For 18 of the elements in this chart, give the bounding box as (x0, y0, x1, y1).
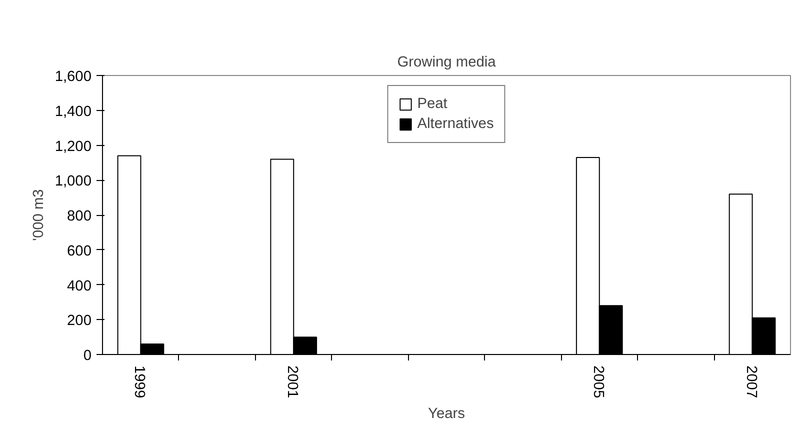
chart-title: Growing media (397, 54, 497, 70)
x-tick-label: 2001 (284, 366, 300, 398)
x-tick-label: 1999 (131, 366, 148, 398)
y-tick-label: 1,200 (54, 138, 92, 155)
y-tick-label: 800 (67, 208, 92, 224)
x-tick-label: 2005 (590, 366, 606, 398)
y-axis-title: '000 m3 (30, 189, 47, 241)
x-axis-title: Years (428, 406, 465, 422)
x-tick-label: 2007 (742, 366, 759, 398)
y-tick-label: 0 (83, 348, 92, 364)
y-tick-label: 600 (67, 243, 92, 260)
y-tick-label: 1,400 (54, 104, 92, 120)
y-tick-label: 1,000 (54, 174, 92, 190)
legend-label: Peat (417, 96, 448, 112)
y-tick-label: 200 (67, 313, 92, 330)
y-tick-label: 400 (67, 278, 92, 294)
legend-label: Alternatives (417, 116, 494, 132)
y-tick-label: 1,600 (54, 69, 92, 85)
